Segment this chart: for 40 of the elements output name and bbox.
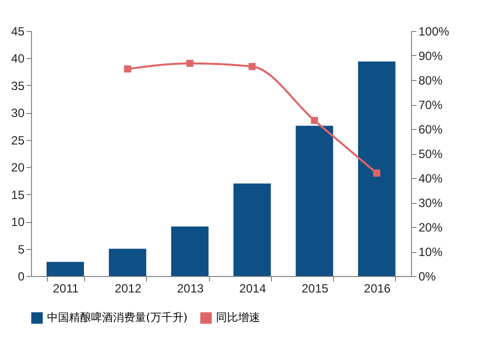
point [248,62,256,70]
y-tick-label: 40 [11,52,25,66]
point [186,60,194,67]
point [373,170,380,177]
y-tick-label: 20 [11,160,25,175]
y-tick-label: 25 [11,133,25,148]
y2-tick-label: 30% [418,196,443,210]
y-tick-label: 45 [11,24,25,38]
y2-tick-label: 70% [418,98,443,112]
legend-label: 中国精酿啤酒消费量(万千升) [47,311,188,324]
y2-tick-label: 60% [418,122,443,136]
y2-tick-label: 10% [418,245,443,259]
y2-tick-label: 50% [418,147,443,161]
x-tick-label: 2015 [302,282,329,296]
y2-tick-label: 100% [418,24,450,38]
y-tick-label: 15 [11,188,25,202]
bar [233,183,271,276]
bar [358,61,396,276]
y2-tick-label: 40% [418,172,443,186]
y2-tick-label: 90% [418,49,443,63]
x-tick-label: 2012 [114,282,142,296]
x-tick-label: 2014 [239,282,266,296]
x-tick-label: 2011 [52,282,79,296]
bar [171,226,209,276]
y-tick-label: 35 [11,78,25,93]
point [310,116,318,124]
y-tick-label: 0 [18,270,25,284]
bar [296,126,334,276]
x-tick-label: 2013 [177,282,204,296]
bar [108,248,146,276]
x-tick-label: 2016 [364,282,391,296]
bar [46,262,84,276]
point [124,65,132,73]
y2-tick-label: 20% [418,220,443,234]
y-tick-label: 10 [11,215,25,230]
legend-label: 同比增速 [216,311,260,324]
y2-tick-label: 0% [418,270,436,284]
y-tick-label: 30 [11,106,25,120]
y-tick-label: 5 [18,242,25,256]
y2-tick-label: 80% [418,74,443,88]
